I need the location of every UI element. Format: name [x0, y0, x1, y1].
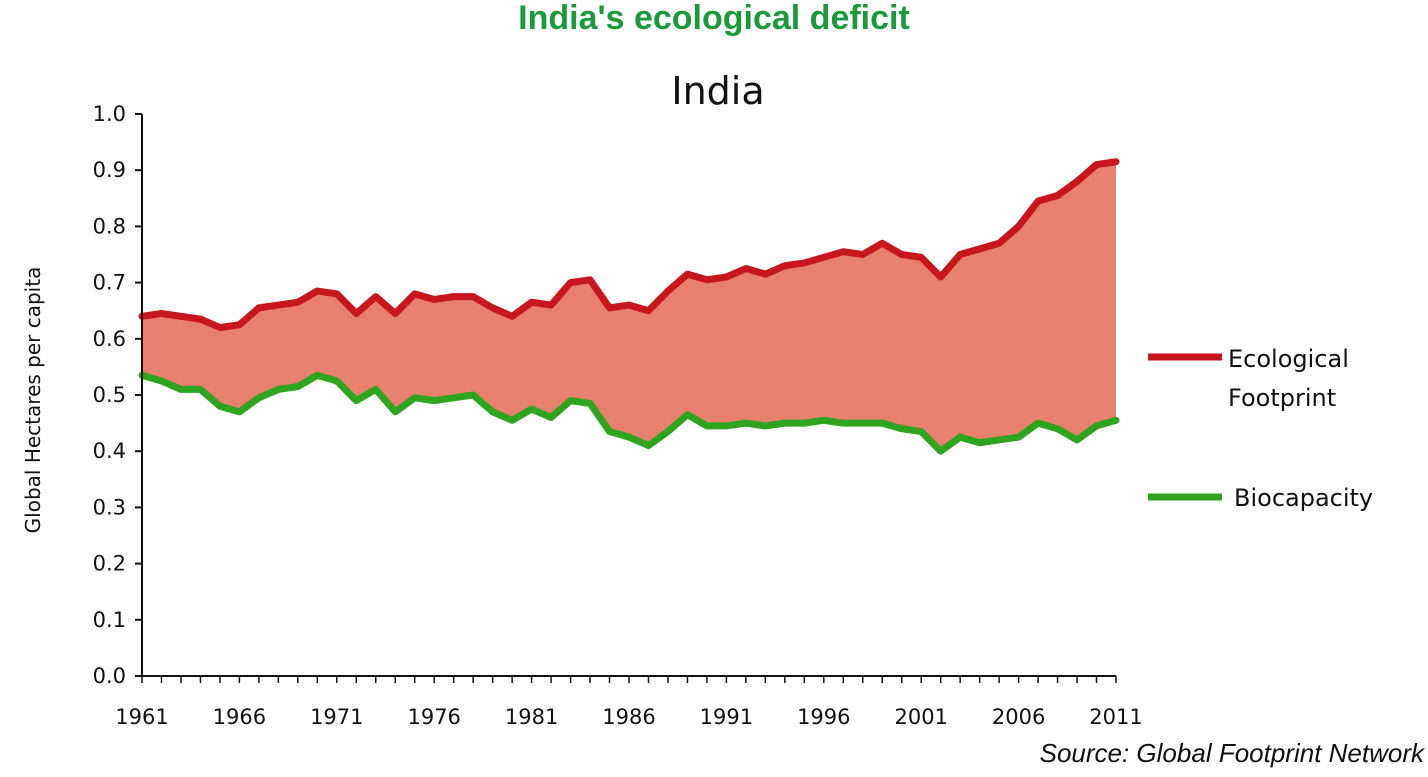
- y-tick-label: 0.4: [93, 439, 126, 463]
- chart-title: India: [671, 69, 764, 113]
- y-tick-label: 0.1: [93, 608, 126, 632]
- y-tick-label: 0.7: [93, 271, 126, 295]
- series-line-biocapacity: [138, 371, 1120, 455]
- legend: Ecological Footprint Biocapacity: [1148, 345, 1373, 512]
- x-tick-label: 2001: [894, 705, 947, 729]
- y-tick-label: 1.0: [93, 102, 126, 126]
- legend-label-footprint-line1: Ecological: [1228, 345, 1349, 373]
- plot-area: 0.0 0.1 0.2 0.3 0.4 0.5 0.6 0.7 0.8 0.9 1.0 1961 196…: [93, 102, 1143, 729]
- source-credit: Source: Global Footprint Network: [1039, 738, 1424, 768]
- x-tick-label: 1976: [407, 705, 460, 729]
- x-tick-label: 2011: [1089, 705, 1142, 729]
- page-title: India's ecological deficit: [518, 0, 910, 37]
- legend-label-footprint-line2: Footprint: [1228, 384, 1336, 412]
- x-tick-label: 2006: [992, 705, 1045, 729]
- y-axis-label: Global Hectares per capita: [21, 267, 45, 534]
- x-tick-label: 1986: [602, 705, 655, 729]
- y-tick-label: 0.3: [93, 495, 126, 519]
- x-tick-label: 1991: [700, 705, 753, 729]
- legend-label-biocapacity: Biocapacity: [1234, 484, 1373, 512]
- x-tick-label: 1996: [797, 705, 850, 729]
- x-tick-label: 1981: [505, 705, 558, 729]
- y-tick-label: 0.8: [93, 214, 126, 238]
- series-line-ecological-footprint: [138, 158, 1120, 332]
- y-tick-label: 0.9: [93, 158, 126, 182]
- y-tick-label: 0.6: [93, 327, 126, 351]
- x-tick-label: 1961: [115, 705, 168, 729]
- x-tick-label: 1966: [213, 705, 266, 729]
- y-tick-label: 0.2: [93, 552, 126, 576]
- x-tick-label: 1971: [310, 705, 363, 729]
- y-tick-label: 0.0: [93, 664, 126, 688]
- y-tick-label: 0.5: [93, 383, 126, 407]
